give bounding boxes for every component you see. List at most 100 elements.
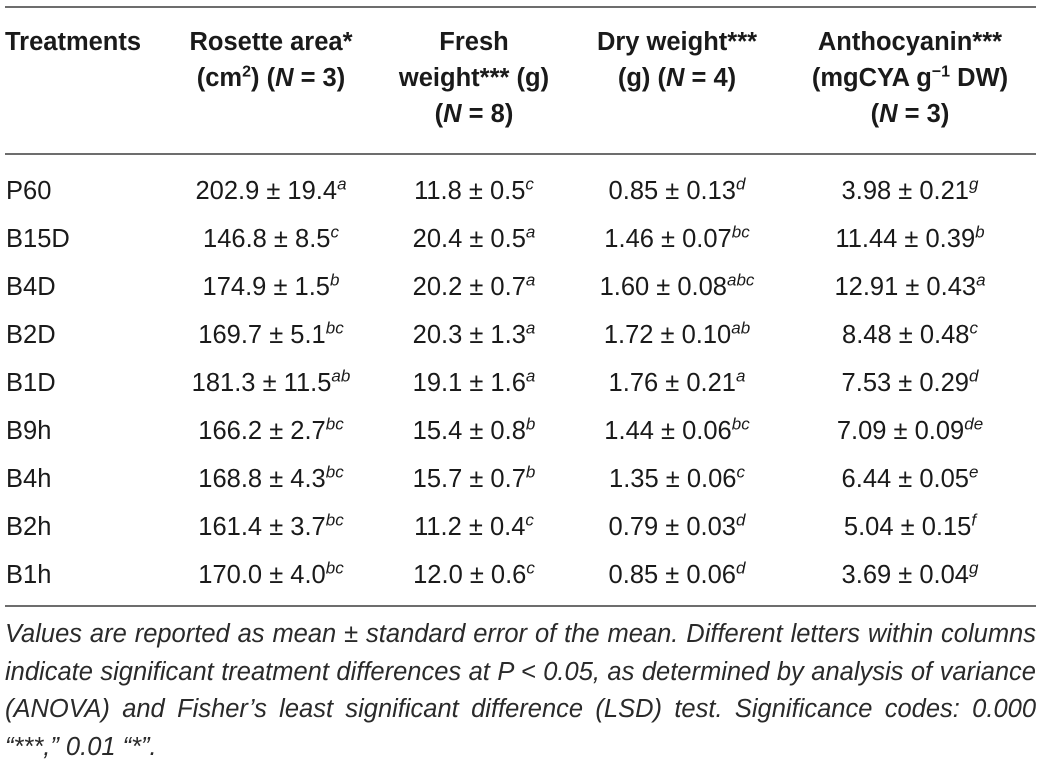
- cell-rosette-area: 161.4 ± 3.7bc: [168, 507, 374, 547]
- significance-letter: c: [330, 222, 339, 242]
- cell-fresh-weight: 11.2 ± 0.4c: [385, 507, 563, 547]
- significance-letter: bc: [325, 558, 344, 578]
- cell-anthocyanin-value: 7.53 ± 0.29: [841, 369, 969, 397]
- table-row: B1h 170.0 ± 4.0bc 12.0 ± 0.6c 0.85 ± 0.06d 3…: [0, 555, 1041, 603]
- significance-letter: a: [525, 270, 536, 290]
- cell-treatment-value: B4h: [6, 465, 52, 493]
- significance-letter: a: [735, 366, 746, 386]
- significance-letter: bc: [325, 510, 344, 530]
- cell-dry-weight-value: 1.60 ± 0.08: [599, 273, 727, 301]
- cell-rosette-area-value: 181.3 ± 11.5: [191, 369, 332, 397]
- header-anthocyanin: Anthocyanin*** (mgCYA g−1 DW) (N = 3): [811, 28, 1009, 128]
- significance-letter: d: [735, 558, 746, 578]
- cell-fresh-weight: 20.2 ± 0.7a: [385, 267, 563, 307]
- cell-rosette-area: 166.2 ± 2.7bc: [168, 411, 374, 451]
- table-top-rule: [5, 6, 1036, 8]
- cell-treatment: B2h: [6, 507, 51, 547]
- significance-letter: bc: [325, 462, 344, 482]
- cell-dry-weight: 0.79 ± 0.03d: [578, 507, 776, 547]
- cell-anthocyanin: 8.48 ± 0.48c: [784, 315, 1036, 355]
- header-dry-weight: Dry weight*** (g) (N = 4): [596, 28, 758, 92]
- cell-dry-weight-value: 1.46 ± 0.07: [604, 225, 732, 253]
- table-header-rule: [5, 153, 1036, 155]
- cell-anthocyanin: 7.09 ± 0.09de: [784, 411, 1036, 451]
- cell-anthocyanin: 11.44 ± 0.39b: [784, 219, 1036, 259]
- significance-letter: f: [971, 510, 977, 530]
- cell-dry-weight-value: 1.35 ± 0.06: [609, 465, 737, 493]
- cell-treatment: B1D: [6, 363, 56, 403]
- significance-letter: c: [736, 462, 745, 482]
- significance-letter: g: [968, 174, 979, 194]
- cell-fresh-weight-value: 15.4 ± 0.8: [412, 417, 526, 445]
- cell-fresh-weight-value: 20.3 ± 1.3: [412, 321, 526, 349]
- cell-rosette-area: 146.8 ± 8.5c: [168, 219, 374, 259]
- table-row: B1D 181.3 ± 11.5ab 19.1 ± 1.6a 1.76 ± 0.21a…: [0, 363, 1041, 411]
- significance-letter: de: [964, 414, 984, 434]
- table-row: P60 202.9 ± 19.4a 11.8 ± 0.5c 0.85 ± 0.13d 3…: [0, 171, 1041, 219]
- cell-anthocyanin-value: 3.98 ± 0.21: [841, 177, 969, 205]
- table-row: B2D 169.7 ± 5.1bc 20.3 ± 1.3a 1.72 ± 0.10ab…: [0, 315, 1041, 363]
- cell-anthocyanin: 7.53 ± 0.29d: [784, 363, 1036, 403]
- cell-treatment: B2D: [6, 315, 56, 355]
- cell-anthocyanin: 3.98 ± 0.21g: [784, 171, 1036, 211]
- cell-dry-weight-value: 0.79 ± 0.03: [608, 513, 736, 541]
- cell-dry-weight: 0.85 ± 0.06d: [578, 555, 776, 595]
- cell-rosette-area-value: 174.9 ± 1.5: [202, 273, 330, 301]
- significance-letter: a: [525, 222, 536, 242]
- cell-anthocyanin-value: 7.09 ± 0.09: [836, 417, 965, 445]
- cell-dry-weight: 1.35 ± 0.06c: [578, 459, 776, 499]
- table-footnote: Values are reported as mean ± standard e…: [5, 620, 1036, 761]
- cell-anthocyanin: 3.69 ± 0.04g: [784, 555, 1036, 595]
- significance-letter: d: [735, 174, 746, 194]
- cell-anthocyanin-value: 6.44 ± 0.05: [841, 465, 969, 493]
- table-row: B2h 161.4 ± 3.7bc 11.2 ± 0.4c 0.79 ± 0.03d 5…: [0, 507, 1041, 555]
- significance-letter: a: [337, 174, 347, 194]
- header-fresh-weight: Fresh weight*** (g) (N = 8): [398, 28, 550, 128]
- significance-letter: ab: [731, 318, 751, 338]
- cell-anthocyanin-value: 3.69 ± 0.04: [841, 561, 969, 589]
- cell-rosette-area-value: 169.7 ± 5.1: [198, 321, 326, 349]
- cell-anthocyanin: 5.04 ± 0.15f: [784, 507, 1036, 547]
- significance-letter: g: [968, 558, 979, 578]
- table-row: B9h 166.2 ± 2.7bc 15.4 ± 0.8b 1.44 ± 0.06bc…: [0, 411, 1041, 459]
- significance-letter: c: [525, 174, 534, 194]
- cell-treatment: B4h: [6, 459, 51, 499]
- cell-fresh-weight-value: 20.2 ± 0.7: [412, 273, 526, 301]
- significance-letter: b: [525, 462, 536, 482]
- cell-anthocyanin-value: 11.44 ± 0.39: [835, 225, 976, 253]
- significance-letter: b: [329, 270, 340, 290]
- cell-dry-weight-value: 0.85 ± 0.06: [608, 561, 736, 589]
- table-row: B4h 168.8 ± 4.3bc 15.7 ± 0.7b 1.35 ± 0.06c 6…: [0, 459, 1041, 507]
- cell-dry-weight-value: 1.72 ± 0.10: [603, 321, 732, 349]
- cell-anthocyanin-value: 5.04 ± 0.15: [843, 513, 972, 541]
- significance-letter: e: [968, 462, 979, 482]
- cell-fresh-weight: 15.4 ± 0.8b: [385, 411, 563, 451]
- cell-dry-weight-value: 1.76 ± 0.21: [608, 369, 736, 397]
- cell-dry-weight-value: 1.44 ± 0.06: [604, 417, 732, 445]
- cell-rosette-area: 202.9 ± 19.4a: [168, 171, 374, 211]
- header-treatments: Treatments: [5, 28, 142, 56]
- cell-rosette-area: 174.9 ± 1.5b: [168, 267, 374, 307]
- cell-dry-weight-value: 0.85 ± 0.13: [608, 177, 736, 205]
- table-row: B4D 174.9 ± 1.5b 20.2 ± 0.7a 1.60 ± 0.08abc…: [0, 267, 1041, 315]
- cell-fresh-weight: 12.0 ± 0.6c: [385, 555, 563, 595]
- cell-treatment-value: B9h: [6, 417, 52, 445]
- significance-letter: d: [735, 510, 746, 530]
- significance-letter: a: [525, 366, 536, 386]
- cell-rosette-area-value: 146.8 ± 8.5: [203, 225, 331, 253]
- cell-fresh-weight: 20.4 ± 0.5a: [385, 219, 563, 259]
- significance-letter: b: [525, 414, 536, 434]
- cell-anthocyanin-value: 8.48 ± 0.48: [842, 321, 970, 349]
- cell-treatment: B9h: [6, 411, 51, 451]
- cell-treatment: B1h: [6, 555, 51, 595]
- cell-fresh-weight: 19.1 ± 1.6a: [385, 363, 563, 403]
- cell-rosette-area-value: 166.2 ± 2.7: [198, 417, 326, 445]
- cell-rosette-area-value: 170.0 ± 4.0: [198, 561, 326, 589]
- cell-dry-weight: 1.72 ± 0.10ab: [578, 315, 776, 355]
- significance-letter: c: [525, 510, 534, 530]
- cell-fresh-weight-value: 11.8 ± 0.5: [414, 177, 526, 205]
- cell-treatment-value: B1D: [6, 369, 56, 397]
- cell-treatment-value: P60: [6, 177, 52, 205]
- cell-treatment: B15D: [6, 219, 70, 259]
- cell-anthocyanin-value: 12.91 ± 0.43: [834, 273, 977, 301]
